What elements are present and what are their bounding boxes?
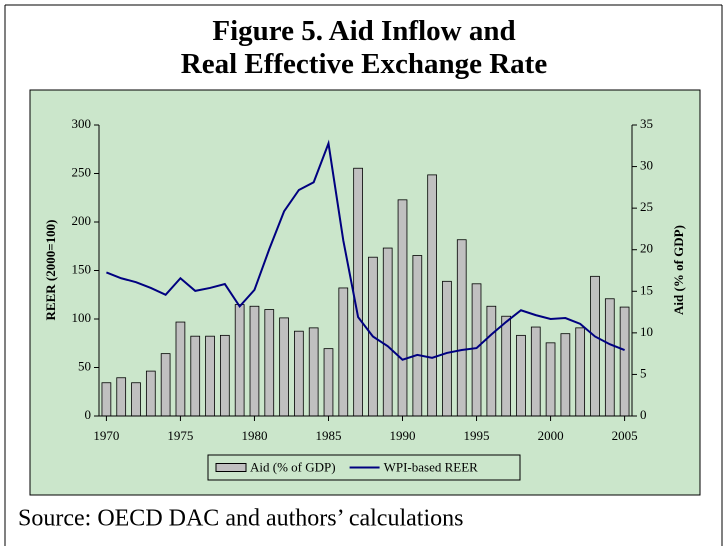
bar	[382, 247, 393, 417]
x-tick-label: 1985	[315, 428, 341, 443]
y-tick-label: 250	[72, 164, 92, 179]
y2-tick-label: 30	[640, 158, 653, 173]
bar	[456, 239, 467, 417]
y2-tick-label: 15	[640, 282, 653, 297]
bar	[604, 298, 615, 417]
y-tick-label: 50	[78, 358, 91, 373]
bar	[575, 327, 586, 417]
bar	[116, 377, 127, 417]
legend-label: Aid (% of GDP)	[250, 459, 336, 474]
bar	[353, 167, 363, 417]
bar	[249, 305, 260, 417]
x-tick-label: 1970	[93, 428, 119, 443]
bar	[442, 280, 452, 417]
y2-axis-title: Aid (% of GDP)	[671, 225, 686, 315]
x-tick-label: 2000	[538, 428, 564, 443]
chart-title: Figure 5. Aid Inflow and Real Effective E…	[181, 15, 548, 80]
x-tick-label: 2005	[612, 428, 638, 443]
x-tick-label: 1990	[390, 428, 416, 443]
legend-swatch	[215, 463, 247, 472]
bar	[560, 333, 571, 417]
source-note: Source: OECD DAC and authors’ calculatio…	[18, 506, 463, 532]
x-tick-label: 1995	[464, 428, 490, 443]
legend: Aid (% of GDP) WPI-based REER	[207, 454, 521, 481]
y2-tick-label: 0	[640, 407, 647, 422]
y2-tick-label: 10	[640, 324, 653, 339]
chart-area	[29, 89, 701, 496]
bar	[279, 317, 289, 417]
bar	[397, 199, 408, 417]
bar	[205, 335, 215, 417]
bar	[338, 287, 349, 417]
bar	[412, 255, 423, 417]
bar	[501, 315, 511, 417]
bar	[486, 305, 497, 417]
bar	[264, 309, 275, 417]
bar	[101, 382, 112, 417]
x-tick-label: 1980	[241, 428, 267, 443]
x-tick-label: 1975	[167, 428, 193, 443]
bar	[190, 335, 201, 417]
y2-tick-label: 5	[640, 365, 647, 380]
legend-label: WPI-based REER	[384, 459, 479, 474]
bar	[234, 304, 245, 417]
bar	[175, 321, 186, 417]
bar	[220, 334, 230, 417]
y-tick-label: 200	[72, 213, 92, 228]
bar	[619, 306, 630, 417]
y2-tick-label: 25	[640, 199, 653, 214]
bar	[516, 334, 526, 417]
line	[106, 139, 625, 361]
bar	[160, 353, 171, 417]
y-tick-label: 0	[85, 407, 92, 422]
bar	[308, 327, 319, 417]
y-tick-label: 100	[72, 310, 92, 325]
bar	[530, 326, 541, 417]
y-tick-label: 300	[72, 116, 92, 131]
bar	[145, 370, 156, 417]
bar	[545, 342, 556, 417]
y2-tick-label: 35	[640, 116, 653, 131]
y-axis-title: REER (2000=100)	[43, 220, 58, 321]
bar	[590, 275, 600, 417]
bar	[427, 174, 437, 417]
y2-tick-label: 20	[640, 241, 653, 256]
bar	[323, 348, 334, 417]
bar	[131, 382, 141, 417]
bar	[471, 283, 482, 417]
y-tick-label: 150	[72, 261, 92, 276]
bar	[294, 330, 304, 417]
